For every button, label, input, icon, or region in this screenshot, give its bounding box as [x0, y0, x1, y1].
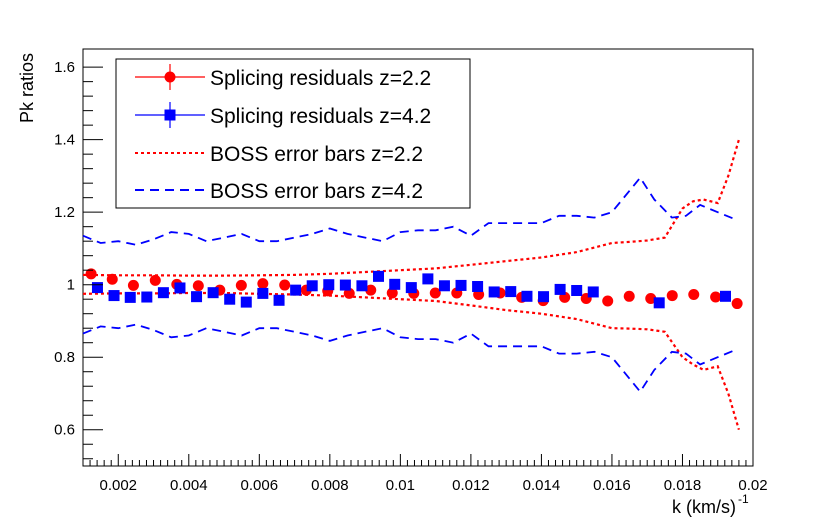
data-point-z42	[389, 278, 401, 290]
data-points-layer	[85, 268, 743, 310]
x-tick-label: 0.002	[99, 477, 137, 494]
data-point-z42	[373, 270, 385, 282]
legend-marker-square	[164, 109, 176, 121]
data-point-z42	[273, 294, 285, 306]
y-tick-label: 1.4	[54, 132, 75, 149]
data-point-z42	[653, 297, 665, 309]
legend-label: Splicing residuals z=2.2	[210, 67, 431, 90]
data-point-z22	[688, 288, 700, 300]
data-point-z22	[343, 287, 355, 299]
data-point-z22	[386, 287, 398, 299]
y-tick-label: 1.2	[54, 204, 75, 221]
data-point-z42	[157, 287, 169, 299]
x-tick-label: 0.018	[664, 477, 702, 494]
data-point-z42	[455, 279, 467, 291]
data-point-z42	[571, 284, 583, 296]
data-point-z22	[645, 292, 657, 304]
x-tick-label: 0.004	[170, 477, 208, 494]
data-point-z42	[488, 286, 500, 298]
x-tick-label: 0.006	[241, 477, 279, 494]
x-tick-label: 0.016	[593, 477, 631, 494]
data-point-z42	[554, 283, 566, 295]
data-point-z42	[141, 291, 153, 303]
data-point-z22	[623, 290, 635, 302]
data-point-z42	[108, 290, 120, 302]
data-point-z22	[710, 291, 722, 303]
data-point-z42	[174, 282, 186, 294]
data-point-z42	[438, 280, 450, 292]
data-point-z42	[521, 290, 533, 302]
data-point-z42	[290, 284, 302, 296]
data-point-z42	[224, 293, 236, 305]
data-point-z42	[240, 296, 252, 308]
x-tick-label: 0.008	[311, 477, 349, 494]
data-point-z42	[339, 279, 351, 291]
band-line-z22-lower	[82, 291, 740, 431]
data-point-z22	[127, 279, 139, 291]
data-point-z42	[587, 286, 599, 298]
data-point-z42	[124, 291, 136, 303]
band-line-z42-lower	[82, 323, 736, 394]
data-point-z22	[731, 298, 743, 310]
y-tick-label: 1.6	[54, 59, 75, 76]
x-tick-label: 0.012	[452, 477, 490, 494]
y-axis-title: Pk ratios	[17, 53, 37, 123]
error-band-layer	[82, 139, 740, 431]
y-tick-label: 0.8	[54, 349, 75, 366]
x-tick-label: 0.01	[386, 477, 415, 494]
legend-label: BOSS error bars z=2.2	[210, 143, 423, 166]
legend: Splicing residuals z=2.2 Splicing residua…	[115, 58, 471, 209]
data-point-z42	[207, 287, 219, 299]
data-point-z22	[666, 290, 678, 302]
data-point-z42	[323, 279, 335, 291]
legend-label: BOSS error bars z=4.2	[210, 180, 423, 203]
data-point-z22	[257, 278, 269, 290]
data-point-z22	[149, 274, 161, 286]
data-point-z22	[106, 273, 118, 285]
data-point-z42	[356, 280, 368, 292]
data-point-z22	[192, 280, 204, 292]
data-point-z42	[91, 282, 103, 294]
x-axis-title-exponent: -1	[738, 492, 749, 506]
data-point-z42	[405, 282, 417, 294]
x-axis-title: k (km/s)	[672, 497, 736, 517]
data-point-z22	[85, 268, 97, 280]
legend-box	[115, 58, 471, 209]
y-tick-label: 0.6	[54, 422, 75, 439]
data-point-z42	[472, 281, 484, 293]
data-point-z42	[538, 291, 550, 303]
data-point-z42	[191, 291, 203, 303]
y-tick-label: 1	[67, 277, 75, 294]
plot-frame	[82, 48, 754, 467]
data-point-z22	[429, 287, 441, 299]
x-tick-label: 0.014	[523, 477, 561, 494]
x-axis: 0.002 0.004 0.006 0.008 0.01 0.012 0.014 0.016 0…	[89, 454, 768, 494]
data-point-z22	[365, 284, 377, 296]
data-point-z42	[505, 286, 517, 298]
legend-label: Splicing residuals z=4.2	[210, 105, 431, 128]
data-point-z42	[306, 280, 318, 292]
legend-marker-circle	[164, 71, 176, 83]
data-point-z22	[279, 279, 291, 291]
data-point-z22	[235, 279, 247, 291]
data-point-z42	[719, 290, 731, 302]
band-line-z42-upper	[82, 176, 736, 246]
y-axis: 0.6 0.8 1 1.2 1.4 1.6	[54, 59, 103, 460]
x-tick-label: 0.02	[738, 477, 767, 494]
data-point-z42	[257, 287, 269, 299]
data-point-z42	[422, 273, 434, 285]
data-point-z22	[602, 295, 614, 307]
band-line-z22-upper	[82, 139, 740, 277]
